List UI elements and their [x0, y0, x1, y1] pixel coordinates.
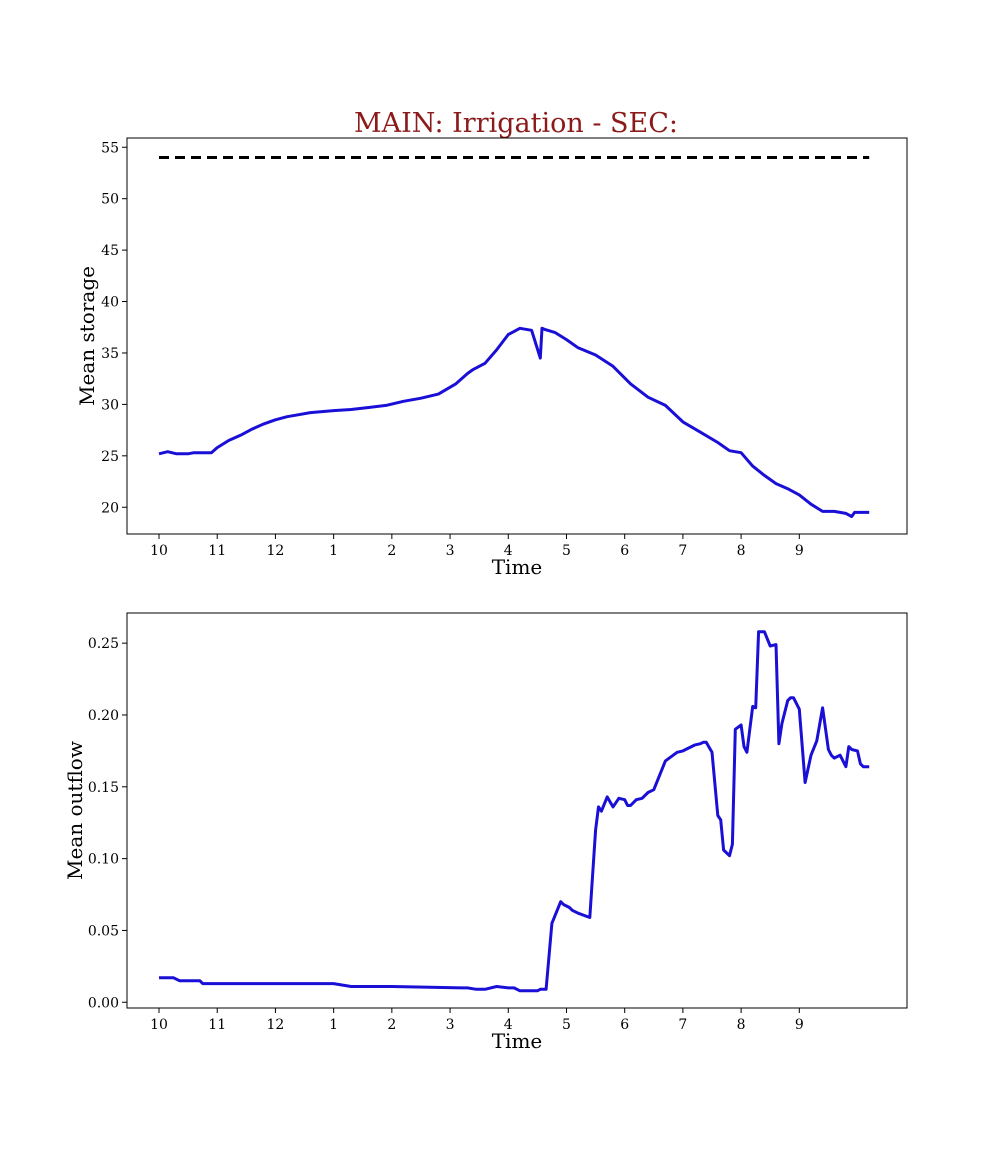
- x-tick-label: 1: [329, 543, 338, 559]
- y-tick-label: 0.25: [88, 636, 119, 652]
- y-tick-label: 0.00: [88, 995, 119, 1011]
- x-tick-label: 12: [267, 1017, 285, 1033]
- series-line: [158, 326, 870, 518]
- y-tick-label: 0.15: [88, 780, 119, 796]
- storage-chart: 10 11 12 1 2 3 4 5 6 7 8 92025303540455055TimeMean …: [75, 137, 908, 579]
- x-tick-label: 6: [620, 543, 629, 559]
- series-line: [159, 630, 870, 993]
- y-tick-label: 55: [101, 140, 119, 156]
- y-tick-label: 30: [101, 397, 119, 413]
- x-tick-label: 2: [387, 1017, 396, 1033]
- x-tick-label: 7: [678, 543, 687, 559]
- y-tick-label: 0.20: [88, 708, 119, 724]
- x-tick-label: 9: [795, 1017, 804, 1033]
- x-tick-label: 4: [504, 1017, 513, 1033]
- x-tick-label: 12: [267, 543, 285, 559]
- y-tick-label: 45: [101, 243, 119, 259]
- x-tick-label: 8: [737, 543, 746, 559]
- y-tick-label: 0.10: [88, 852, 119, 868]
- x-tick-label: 11: [208, 543, 226, 559]
- x-tick-label: 3: [446, 543, 455, 559]
- chart-title: MAIN: Irrigation - SEC:: [354, 108, 678, 139]
- x-tick-label: 7: [678, 1017, 687, 1033]
- x-tick-label: 3: [446, 1017, 455, 1033]
- x-tick-label: 8: [737, 1017, 746, 1033]
- x-tick-label: 4: [504, 543, 513, 559]
- y-tick-label: 40: [101, 295, 119, 311]
- y-tick-label: 50: [101, 192, 119, 208]
- outflow-chart: 10 11 12 1 2 3 4 5 6 7 8 90.000.050.100.150.200.25T…: [63, 612, 908, 1053]
- plot-frame: [126, 612, 908, 1009]
- y-axis-label: Mean outflow: [63, 741, 87, 880]
- x-tick-label: 9: [795, 543, 804, 559]
- x-tick-label: 1: [329, 1017, 338, 1033]
- x-tick-label: 5: [562, 543, 571, 559]
- x-tick-label: 2: [387, 543, 396, 559]
- x-axis-label: Time: [492, 1029, 543, 1053]
- x-tick-label: 6: [620, 1017, 629, 1033]
- y-tick-label: 25: [101, 449, 119, 465]
- x-tick-label: 5: [562, 1017, 571, 1033]
- x-tick-label: 11: [208, 1017, 226, 1033]
- x-axis-label: Time: [492, 555, 543, 579]
- y-tick-label: 20: [101, 500, 119, 516]
- y-tick-label: 0.05: [88, 923, 119, 939]
- y-axis-label: Mean storage: [75, 266, 99, 406]
- plot-frame: [126, 137, 908, 535]
- x-tick-label: 10: [150, 1017, 168, 1033]
- y-tick-label: 35: [101, 346, 119, 362]
- x-tick-label: 10: [150, 543, 168, 559]
